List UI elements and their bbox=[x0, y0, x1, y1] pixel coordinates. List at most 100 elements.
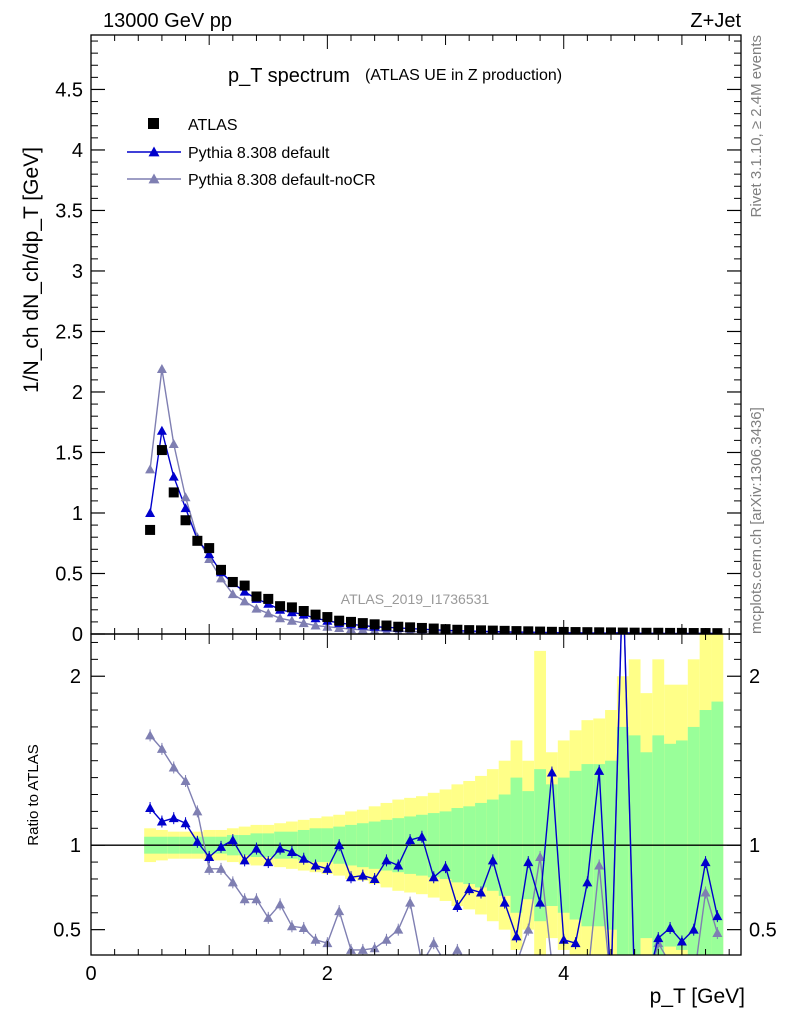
ratio-point-nocr bbox=[369, 943, 380, 953]
ratio-point-nocr bbox=[700, 887, 711, 897]
ratio-point-default bbox=[393, 860, 404, 870]
ratio-point-nocr bbox=[275, 899, 286, 909]
main-axes: 0 0.5 1 1.5 2 2.5 3 3.5 4 4.5 bbox=[55, 35, 741, 646]
main-point-default bbox=[156, 425, 167, 435]
ratio-point-default bbox=[204, 852, 215, 862]
legend-marker-data bbox=[148, 118, 159, 129]
main-point-data bbox=[499, 625, 510, 634]
main-point-data bbox=[310, 609, 321, 620]
main-point-data bbox=[168, 487, 179, 498]
x-axis-label: p_T [GeV] bbox=[650, 985, 745, 1008]
main-y-tick-label: 1 bbox=[72, 503, 83, 525]
main-point-data bbox=[239, 580, 250, 591]
main-point-data bbox=[452, 624, 463, 634]
ratio-point-default bbox=[523, 857, 534, 867]
main-point-data bbox=[476, 625, 486, 634]
ratio-point-default bbox=[334, 840, 345, 850]
main-subtitle: (ATLAS UE in Z production) bbox=[365, 67, 562, 84]
ratio-point-default bbox=[416, 831, 427, 841]
ratio-point-nocr bbox=[298, 922, 309, 932]
main-point-data bbox=[357, 618, 368, 629]
ratio-point-default bbox=[156, 816, 167, 826]
main-point-data bbox=[286, 602, 297, 613]
ratio-point-nocr bbox=[464, 958, 474, 967]
ratio-point-default bbox=[582, 877, 593, 887]
ratio-point-nocr bbox=[428, 938, 439, 948]
ratio-point-nocr bbox=[441, 958, 451, 967]
main-y-axis-label: 1/N_ch dN_ch/dp_T [GeV] bbox=[20, 147, 43, 393]
main-y-tick-label: 2.5 bbox=[55, 321, 83, 343]
ratio-point-default bbox=[180, 818, 191, 828]
ratio-y-tick-label-right: 1 bbox=[749, 835, 760, 857]
ratio-point-default bbox=[688, 924, 699, 934]
ratio-point-nocr bbox=[677, 975, 687, 984]
ratio-y-axis-label: Ratio to ATLAS bbox=[25, 744, 42, 845]
legend-marker bbox=[148, 173, 160, 184]
main-point-default bbox=[168, 471, 179, 481]
main-y-tick-label: 2 bbox=[72, 382, 83, 404]
ratio-point-default bbox=[606, 980, 616, 989]
main-point-nocr bbox=[145, 464, 156, 474]
main-point-default bbox=[180, 503, 191, 513]
ratio-point-default bbox=[357, 870, 368, 880]
main-point-nocr bbox=[204, 553, 215, 563]
ratio-point-nocr bbox=[156, 743, 167, 753]
main-point-data bbox=[204, 543, 215, 554]
ratio-point-default bbox=[618, 570, 628, 579]
ratio-point-default bbox=[192, 836, 203, 846]
main-point-nocr bbox=[227, 589, 238, 599]
ratio-point-nocr bbox=[180, 775, 191, 785]
ratio-point-default bbox=[239, 855, 250, 865]
ratio-point-default bbox=[499, 897, 510, 907]
ratio-point-nocr bbox=[618, 570, 628, 579]
ratio-point-default bbox=[511, 931, 522, 941]
main-point-nocr bbox=[334, 622, 345, 632]
ratio-point-default bbox=[428, 872, 439, 882]
ratio-axes: 0.5 0.5 1 1 2 2 0 2 4 bbox=[53, 634, 777, 985]
ratio-point-default bbox=[227, 835, 238, 845]
ratio-point-default bbox=[570, 938, 581, 948]
main-point-data bbox=[216, 564, 226, 575]
main-y-tick-label: 3.5 bbox=[55, 200, 83, 222]
ratio-y-tick-label: 0.5 bbox=[53, 920, 81, 942]
ratio-point-nocr bbox=[417, 958, 427, 967]
main-point-data bbox=[334, 615, 345, 626]
legend-marker bbox=[148, 146, 160, 157]
main-point-default bbox=[145, 507, 156, 517]
ratio-point-nocr bbox=[689, 975, 699, 984]
main-point-data bbox=[322, 612, 333, 623]
ratio-point-default bbox=[168, 813, 179, 823]
ratio-point-default bbox=[464, 884, 475, 894]
main-point-nocr bbox=[275, 613, 286, 623]
ratio-point-default bbox=[346, 872, 356, 882]
ratio-point-default bbox=[322, 863, 333, 873]
ratio-point-nocr bbox=[393, 924, 404, 934]
main-point-data bbox=[712, 628, 723, 634]
main-point-data bbox=[665, 627, 676, 634]
main-point-nocr bbox=[298, 618, 309, 628]
main-y-tick-label: 4.5 bbox=[55, 79, 83, 101]
band-stat bbox=[616, 726, 629, 955]
main-y-tick-label: 0.5 bbox=[55, 563, 83, 585]
ratio-point-default bbox=[630, 982, 640, 991]
main-point-data bbox=[381, 620, 392, 631]
ratio-point-default bbox=[145, 803, 156, 813]
main-y-tick-label: 3 bbox=[72, 261, 83, 283]
ratio-y-tick-label-right: 0.5 bbox=[749, 920, 777, 942]
ratio-point-nocr bbox=[334, 906, 345, 916]
main-point-data bbox=[617, 627, 628, 634]
ratio-point-default bbox=[700, 857, 711, 867]
main-point-data bbox=[227, 576, 238, 587]
ratio-point-default bbox=[381, 855, 392, 865]
energy-label: 13000 GeV pp bbox=[103, 10, 232, 32]
ratio-point-default bbox=[275, 843, 286, 853]
ratio-point-nocr bbox=[511, 958, 521, 967]
ratio-point-nocr bbox=[535, 852, 546, 862]
ratio-point-nocr bbox=[310, 934, 321, 944]
ratio-point-default bbox=[286, 846, 297, 856]
legend-label: Pythia 8.308 default-noCR bbox=[188, 172, 376, 189]
ratio-point-nocr bbox=[547, 958, 557, 967]
rivet-label: Rivet 3.1.10, ≥ 2.4M events bbox=[748, 35, 765, 218]
ratio-point-nocr bbox=[227, 877, 238, 887]
main-point-default bbox=[204, 549, 215, 559]
